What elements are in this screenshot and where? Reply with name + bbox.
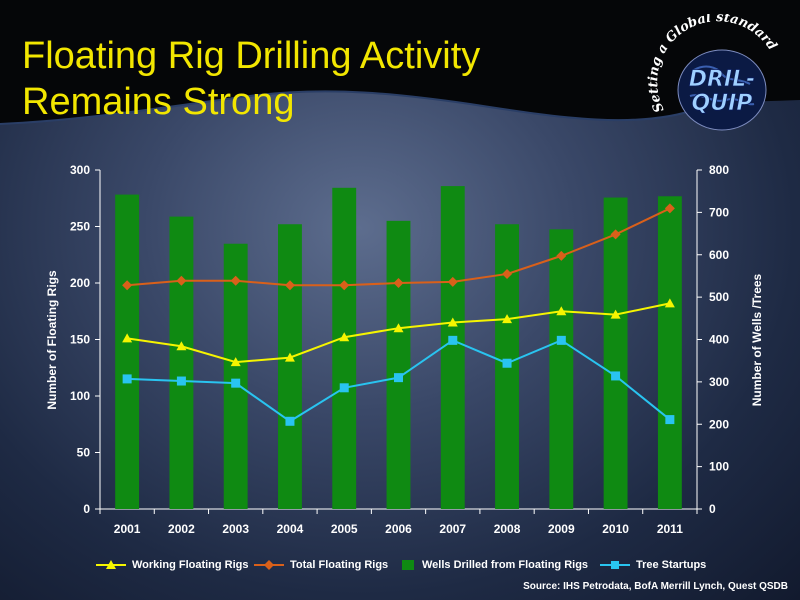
wells-bar xyxy=(169,216,194,510)
wells-bar xyxy=(657,196,682,509)
legend-item-tree: Tree Startups xyxy=(600,556,706,574)
tree-startups-point xyxy=(665,415,675,425)
total-floating-rigs-point xyxy=(230,275,241,286)
total-floating-rigs-point xyxy=(556,250,567,261)
wells-bar xyxy=(603,197,628,509)
logo-line-2: QUIP xyxy=(692,91,753,116)
working-floating-rigs-point xyxy=(122,333,133,343)
wells-bar xyxy=(115,194,140,509)
y-tick-label: 300 xyxy=(70,163,90,177)
y-axis-label: Number of Floating Rigs xyxy=(45,270,59,410)
wells-bar xyxy=(278,224,302,510)
x-tick-label: 2002 xyxy=(168,522,195,536)
tree-startups-point xyxy=(611,371,621,381)
triangle-line-icon xyxy=(96,560,126,569)
x-tick-label: 2011 xyxy=(657,522,683,536)
title-band xyxy=(0,0,800,125)
total-floating-rigs-point xyxy=(664,203,675,214)
wells-bar xyxy=(386,220,411,509)
x-tick-label: 2004 xyxy=(277,522,304,536)
x-tick-label: 2010 xyxy=(602,522,629,536)
working-floating-rigs-point xyxy=(230,357,241,367)
wells-bars xyxy=(115,186,682,510)
total-floating-rigs-point xyxy=(502,268,513,279)
working-floating-rigs-point xyxy=(610,309,621,319)
y-tick-label: 200 xyxy=(70,276,90,290)
y-tick-label: 50 xyxy=(77,446,91,460)
y2-tick-label: 600 xyxy=(709,248,729,262)
y2-tick-label: 800 xyxy=(709,163,729,177)
slide-title: Floating Rig Drilling Activity Remains S… xyxy=(22,33,582,125)
source-note: Source: IHS Petrodata, BofA Merrill Lync… xyxy=(523,581,788,592)
y-tick-label: 0 xyxy=(83,502,90,516)
working-floating-rigs-point xyxy=(176,341,187,351)
tick-labels: 0 50 100 150 200 250 300 0 100 200 300 400 500 600 700… xyxy=(70,163,729,536)
total-floating-rigs-point xyxy=(176,275,187,286)
square-line-icon xyxy=(600,561,630,569)
total-floating-rigs-point xyxy=(393,278,404,288)
tree-startups-point xyxy=(231,378,241,388)
y2-tick-label: 400 xyxy=(709,333,729,347)
tree-startups-point xyxy=(176,376,186,386)
tree-startups-point xyxy=(122,374,132,384)
green-square-icon xyxy=(402,560,414,570)
working-floating-rigs-point xyxy=(502,314,513,324)
wells-bar xyxy=(332,187,357,510)
working-floating-rigs-point xyxy=(284,352,295,362)
y-tick-label: 100 xyxy=(70,389,90,403)
y-tick-label: 250 xyxy=(70,220,90,234)
y2-tick-label: 500 xyxy=(709,290,729,304)
wells-bar xyxy=(549,229,574,509)
y2-tick-label: 300 xyxy=(709,375,729,389)
y2-tick-label: 700 xyxy=(709,205,729,219)
wells-bar xyxy=(440,186,465,510)
x-tick-label: 2006 xyxy=(385,522,412,536)
y2-tick-label: 200 xyxy=(709,417,729,431)
working-floating-rigs-point xyxy=(447,317,458,327)
tree-startups-point xyxy=(339,383,349,393)
series-lines xyxy=(122,203,675,426)
x-tick-label: 2009 xyxy=(548,522,575,536)
tree-startups-point xyxy=(448,335,458,345)
total-floating-rigs-point xyxy=(610,229,621,240)
total-floating-rigs-point xyxy=(122,280,133,291)
legend-label-wells: Wells Drilled from Floating Rigs xyxy=(422,559,589,571)
y2-tick-label: 100 xyxy=(709,460,729,474)
working-floating-rigs-point xyxy=(339,332,350,342)
tree-startups-point xyxy=(556,335,566,345)
x-tick-label: 2001 xyxy=(114,522,141,536)
legend-label-working: Working Floating Rigs xyxy=(132,559,249,571)
working-floating-rigs-point xyxy=(664,298,675,308)
y2-tick-label: 0 xyxy=(709,502,716,516)
total-floating-rigs-point xyxy=(339,280,350,291)
x-tick-label: 2008 xyxy=(494,522,521,536)
total-floating-rigs-point xyxy=(284,280,295,291)
legend-item-working: Working Floating Rigs xyxy=(96,556,249,574)
tree-startups-point xyxy=(285,416,295,426)
legend-label-total: Total Floating Rigs xyxy=(290,559,389,571)
wells-bar xyxy=(223,243,248,510)
tree-startups-point xyxy=(502,358,512,368)
diamond-line-icon xyxy=(254,560,284,570)
legend-item-wells: Wells Drilled from Floating Rigs xyxy=(400,556,588,574)
y-tick-label: 150 xyxy=(70,333,90,347)
dril-quip-logo: Setting a Global standard DRIL- QUIP xyxy=(646,14,779,131)
logo-line-1: DRIL- xyxy=(689,67,756,92)
working-floating-rigs-point xyxy=(556,306,567,316)
tree-startups-point xyxy=(394,373,403,383)
x-tick-label: 2003 xyxy=(222,522,249,536)
legend-label-tree: Tree Startups xyxy=(636,559,707,571)
working-floating-rigs-point xyxy=(393,323,404,333)
x-tick-label: 2005 xyxy=(331,522,358,536)
slide-title-line-1: Floating Rig Drilling Activity xyxy=(22,35,481,78)
x-tick-label: 2007 xyxy=(439,522,466,536)
y2-axis-label: Number of Wells /Trees xyxy=(750,273,764,406)
total-floating-rigs-point xyxy=(447,276,458,287)
legend-item-total: Total Floating Rigs xyxy=(254,556,388,574)
chart-legend: Working Floating Rigs Total Floating Rig… xyxy=(80,556,800,576)
slide-title-line-2: Remains Strong xyxy=(22,81,295,124)
